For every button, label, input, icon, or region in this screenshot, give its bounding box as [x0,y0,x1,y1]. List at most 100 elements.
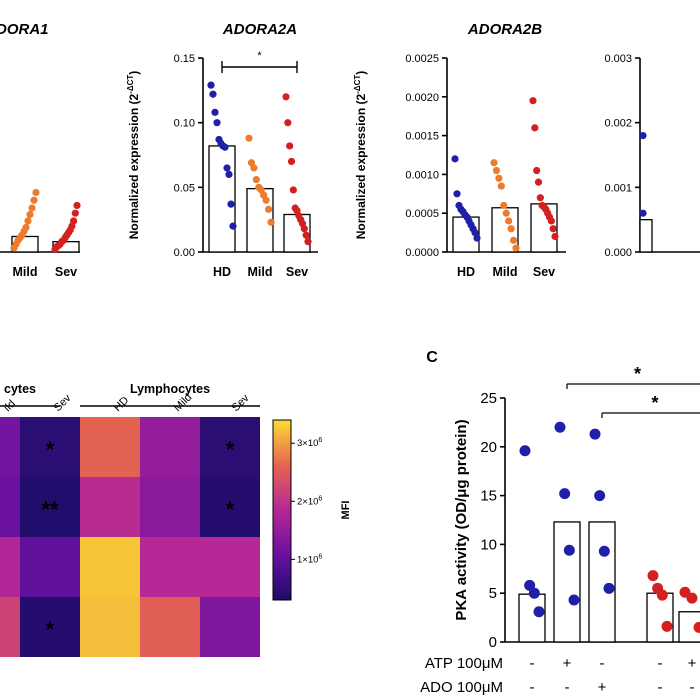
heatmap-cell [0,597,20,657]
data-point [245,134,253,142]
data-point [495,174,503,182]
y-tick-label: 15 [480,488,497,505]
y-tick-label: 0.05 [174,182,195,194]
x-tick-label: Mild [13,265,38,279]
y-tick-label: 0.000 [604,247,632,259]
treatment-value: - [530,655,535,672]
data-point [289,186,297,194]
data-point [304,238,312,246]
colorbar-tick-label: 3×106 [297,437,322,449]
data-point [497,182,505,190]
heatmap-cell [20,477,80,537]
data-point [207,81,215,89]
data-point [509,236,518,244]
data-point [490,159,498,167]
data-point [223,164,231,172]
column-group-label: Lymphocytes [130,382,210,396]
colorbar-tick-exp: 6 [318,437,322,444]
x-tick-label: Sev [55,265,77,279]
y-axis-label: Normalized expression (2-ΔCT) [126,71,141,239]
data-point [549,225,557,233]
data-point [213,119,221,127]
data-point [221,143,229,151]
data-point [492,166,501,175]
y-tick-label: 0.0025 [405,53,439,65]
significance-label: * [257,50,262,62]
treatment-value: - [690,679,695,696]
data-point [227,200,235,208]
data-point [284,119,292,127]
heatmap-cell [200,477,260,537]
y-tick-label: 0.00 [174,247,195,259]
data-point [656,589,668,601]
data-point [639,132,647,140]
heatmap-cell [20,597,80,657]
heatmap-significance: * [46,437,55,462]
heatmap-cell [140,537,200,597]
y-axis-label: PKA activity (OD/μg protein) [453,419,470,620]
colorbar-tick-exp: 6 [318,553,322,560]
treatment-value: - [530,679,535,696]
data-point [531,124,539,132]
heatmap-cell [80,477,140,537]
heatmap-cell [80,537,140,597]
bar [678,611,700,643]
data-point [686,592,698,604]
data-point [563,544,575,556]
x-tick-label: HD [213,265,231,279]
y-tick-label: 10 [480,536,497,553]
treatment-label: ADO 100μM [420,679,503,696]
data-point [252,175,260,184]
heatmap-cell [80,417,140,477]
bar [588,521,616,643]
data-point [282,93,290,101]
y-axis-label-sup: -ΔCT [126,75,135,94]
data-point [559,488,571,500]
data-point [500,201,508,210]
data-point [568,594,580,606]
data-point [71,209,79,217]
y-tick-label: 0.0010 [405,169,439,181]
y-axis-label-text: Normalized expression (2 [127,94,141,240]
chart-title: ADORA2A [222,21,297,38]
chart-title: ADORA2B [467,21,542,38]
data-point [693,621,700,633]
heatmap-significance: * [226,497,235,522]
bar [518,593,546,643]
data-point [24,217,32,225]
treatment-value: + [563,655,572,672]
data-point [30,196,38,204]
data-point [533,166,541,175]
data-point [453,190,461,198]
y-tick-label: 0 [489,634,497,651]
data-point [70,217,78,225]
data-point [32,188,40,197]
data-point [533,606,545,618]
data-point [502,209,510,217]
y-tick-label: 20 [480,439,497,456]
colorbar-label: MFI [340,501,352,520]
y-axis-label-end: ) [127,71,141,75]
data-point [73,201,81,210]
y-tick-label: 0.15 [174,53,195,65]
data-point [554,421,566,433]
treatment-value: + [688,655,697,672]
data-point [267,218,275,226]
column-group-label: cytes [4,382,36,396]
data-point [473,234,481,242]
bar [208,145,236,253]
data-point [507,225,515,233]
y-tick-label: 0.0000 [405,247,439,259]
colorbar-tick-exp: 6 [318,495,322,502]
treatment-label: ATP 100μM [425,655,503,672]
data-point [22,223,30,232]
data-point [528,587,540,599]
data-point [603,582,615,594]
heatmap-cell [140,597,200,657]
heatmap-cell [0,417,20,477]
data-point [529,97,537,105]
data-point [661,620,673,632]
data-point [250,164,258,172]
data-point [211,108,219,116]
